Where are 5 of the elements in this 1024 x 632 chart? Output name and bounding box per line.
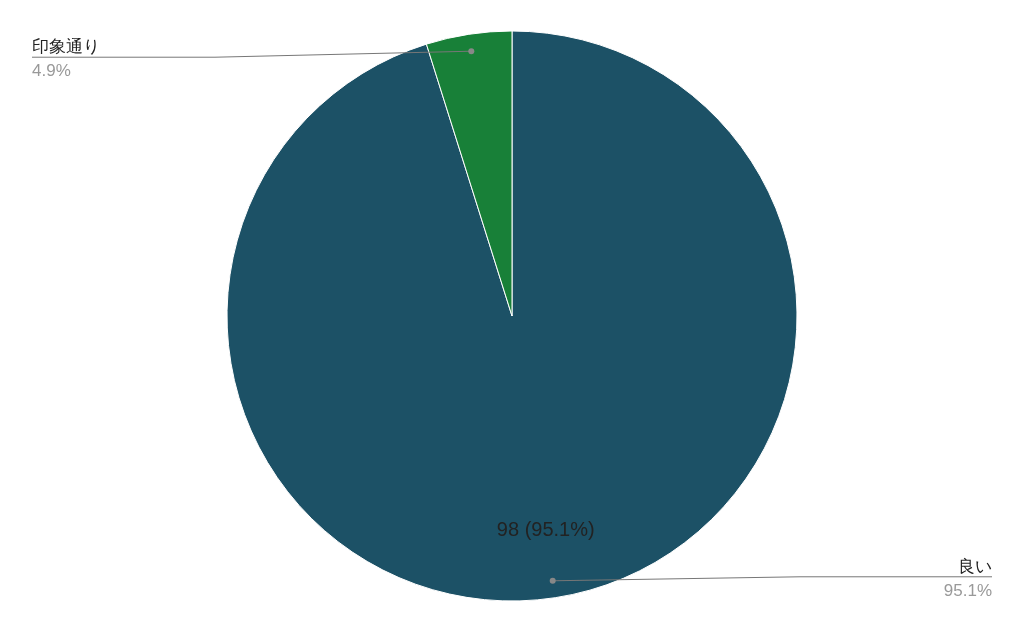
text: 4.9% <box>32 61 71 81</box>
data-label: 98 (95.1%) <box>496 517 595 540</box>
text: 95.1% <box>943 580 992 600</box>
slice-label: 良い <box>958 556 992 576</box>
slice-label: 印象通り <box>32 37 100 57</box>
